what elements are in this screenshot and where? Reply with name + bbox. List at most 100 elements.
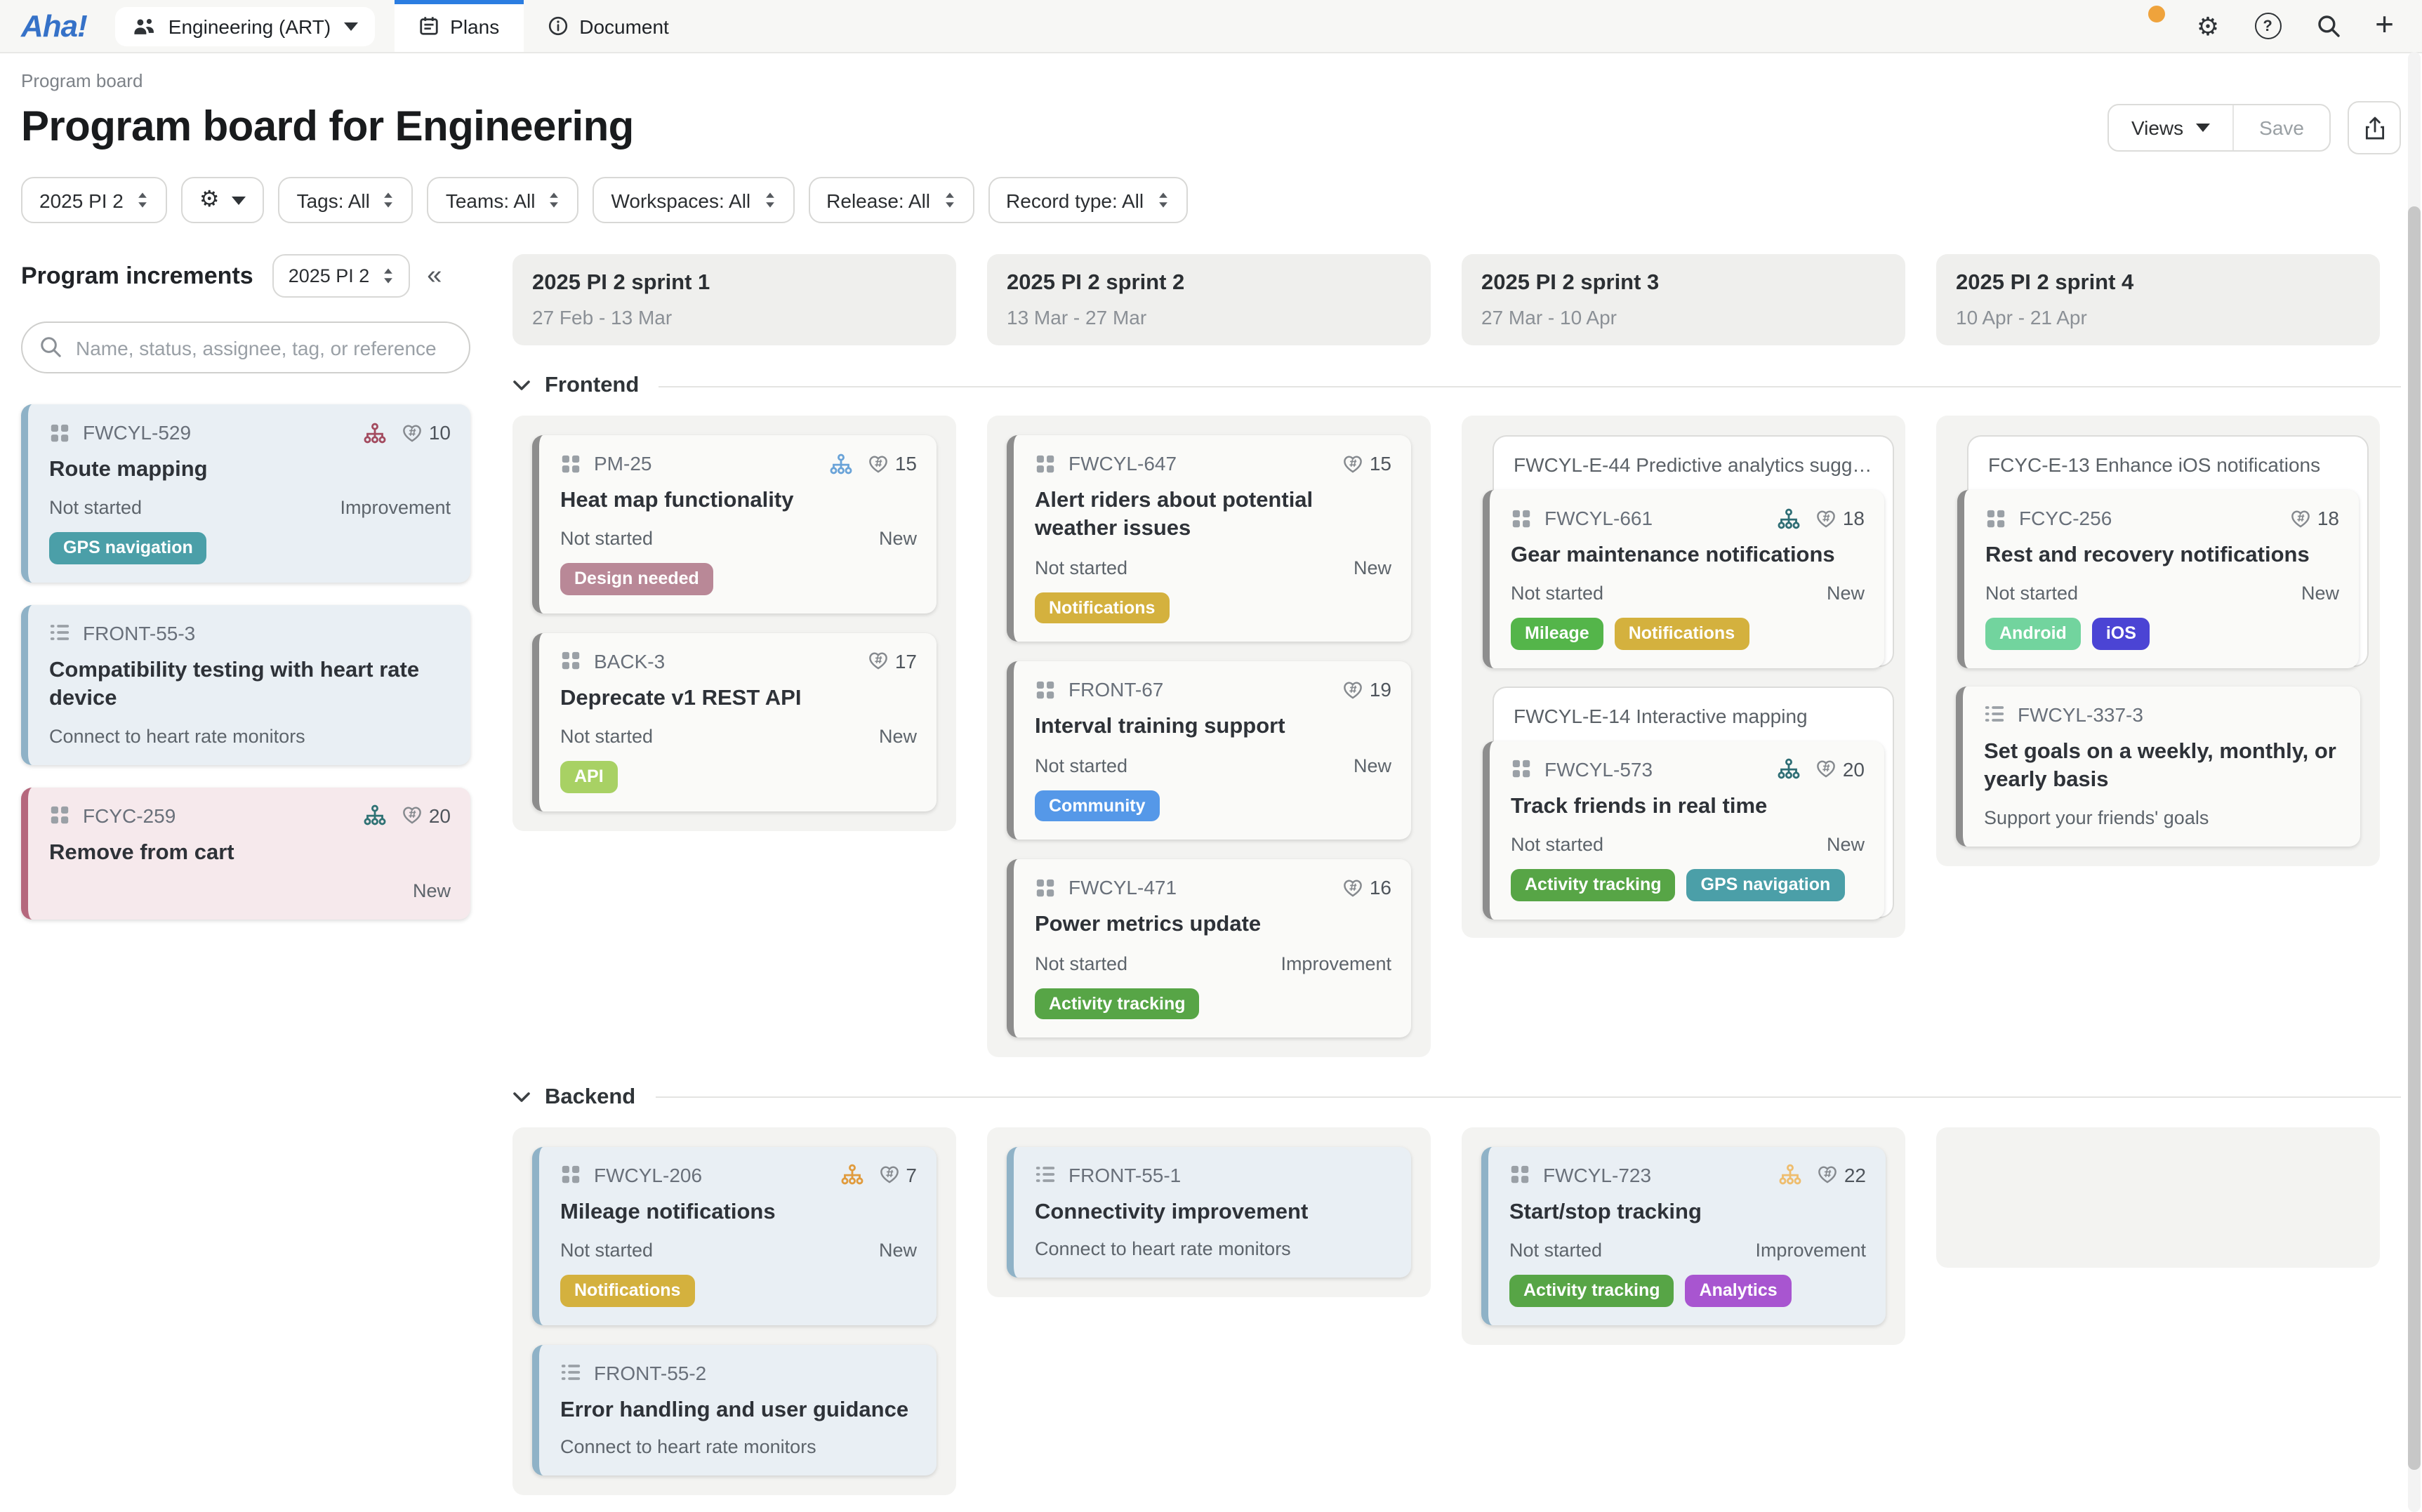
card-front-55-1[interactable]: FRONT-55-1 Connectivity improvement Connec…: [1007, 1146, 1411, 1278]
estimate-heart-icon: [868, 453, 889, 474]
plus-icon[interactable]: +: [2375, 6, 2394, 42]
card-type: Improvement: [340, 497, 451, 519]
chevron-down-icon[interactable]: [512, 380, 531, 392]
feature-grid-icon: [49, 804, 70, 825]
card-status-row: Not started New: [1035, 755, 1391, 776]
card-title: Heat map functionality: [560, 489, 794, 512]
gear-icon: ⚙: [199, 187, 220, 211]
vertical-scrollbar[interactable]: [2408, 52, 2421, 1512]
card-fwcyl-529[interactable]: FWCYL-529 10 Route mapping Not started Impro…: [21, 404, 470, 583]
updown-icon: [384, 268, 393, 284]
scrollbar-thumb[interactable]: [2408, 206, 2421, 1470]
filter-pi[interactable]: 2025 PI 2: [21, 177, 167, 223]
board-column: FRONT-55-1 Connectivity improvement Connec…: [987, 1127, 1431, 1298]
aha-logo[interactable]: Aha!: [21, 8, 88, 43]
card-header: BACK-3 17: [560, 650, 917, 672]
sidebar-header: Program increments 2025 PI 2 «: [21, 254, 470, 298]
card-status: Not started: [560, 726, 654, 748]
card-fwcyl-573[interactable]: FWCYL-573 20 Track friends in real time Not…: [1483, 741, 1884, 920]
main-content: Program increments 2025 PI 2 « FWCYL-529…: [21, 254, 2401, 1512]
card-fwcyl-471[interactable]: FWCYL-471 16 Power metrics update Not start…: [1007, 859, 1411, 1037]
card-front-55-3[interactable]: FRONT-55-3 Compatibility testing with hea…: [21, 604, 470, 765]
tab-document[interactable]: Document: [523, 0, 693, 52]
card-fwcyl-206[interactable]: FWCYL-206 7 Mileage notifications Not start…: [532, 1146, 937, 1325]
save-button[interactable]: Save: [2259, 117, 2304, 139]
sidebar-pi-select[interactable]: 2025 PI 2: [272, 254, 411, 298]
card-fwcyl-337-3[interactable]: FWCYL-337-3 Set goals on a weekly, monthl…: [1956, 686, 2360, 847]
estimate-badge: 22: [1818, 1164, 1866, 1186]
search-icon[interactable]: [2316, 14, 2340, 38]
card-header: FWCYL-647 15: [1035, 452, 1391, 475]
card-title: Error handling and user guidance: [560, 1398, 909, 1422]
tag-design-needed: Design needed: [560, 563, 713, 595]
filter-teams[interactable]: Teams: All: [427, 177, 579, 223]
card-title: Deprecate v1 REST API: [560, 686, 802, 710]
filter-settings[interactable]: ⚙: [180, 177, 265, 223]
sidebar-card-list: FWCYL-529 10 Route mapping Not started Impro…: [21, 404, 470, 920]
card-title: Route mapping: [49, 458, 208, 482]
hierarchy-icon: [1778, 759, 1801, 780]
tab-plans[interactable]: Plans: [394, 0, 524, 52]
board-column: FWCYL-723 22 Start/stop tracking Not starte…: [1462, 1127, 1905, 1345]
card-back-3[interactable]: BACK-3 17 Deprecate v1 REST API Not started…: [532, 632, 937, 811]
card-pm-25[interactable]: PM-25 15 Heat map functionality Not started…: [532, 435, 937, 614]
sprint-header-row: 2025 PI 2 sprint 1 27 Feb - 13 Mar 2025 PI…: [512, 254, 2401, 345]
epic-fcyc-e-13[interactable]: FCYC-E-13 Enhance iOS notifications FCYC-…: [1957, 435, 2369, 668]
estimate-value: 10: [428, 421, 451, 444]
filter-tags[interactable]: Tags: All: [278, 177, 413, 223]
filter-workspaces[interactable]: Workspaces: All: [593, 177, 795, 223]
lane-header-frontend: Frontend: [512, 373, 2401, 399]
lane-name: Backend: [545, 1085, 636, 1109]
lane-divider: [659, 385, 2401, 387]
card-type: Improvement: [1755, 1240, 1866, 1261]
card-title: Remove from cart: [49, 840, 234, 865]
tag-notifications: Notifications: [1614, 618, 1749, 650]
help-icon[interactable]: ?: [2254, 13, 2282, 39]
card-status-row: Not started New: [1511, 835, 1865, 856]
user-avatar[interactable]: [2125, 2, 2169, 44]
card-fwcyl-723[interactable]: FWCYL-723 22 Start/stop tracking Not starte…: [1481, 1146, 1886, 1325]
epic-fwcyl-e-44[interactable]: FWCYL-E-44 Predictive analytics suggesti…: [1483, 435, 1894, 668]
card-header-icons: 15: [1343, 452, 1391, 475]
card-header: FCYC-256 18: [1985, 507, 2339, 529]
gear-icon[interactable]: ⚙: [2196, 12, 2220, 40]
caret-down-icon: [2196, 124, 2211, 132]
card-front-55-2[interactable]: FRONT-55-2 Error handling and user guidan…: [532, 1344, 937, 1476]
chevron-down-icon[interactable]: [512, 1092, 531, 1103]
title-row: Program board for Engineering Views Save: [21, 101, 2401, 154]
filter-record-type[interactable]: Record type: All: [988, 177, 1188, 223]
card-fwcyl-647[interactable]: FWCYL-647 15 Alert riders about potential …: [1007, 435, 1411, 642]
share-button[interactable]: [2348, 101, 2401, 154]
card-front-67[interactable]: FRONT-67 19 Interval training support Not s…: [1007, 661, 1411, 840]
card-fcyc-259[interactable]: FCYC-259 20 Remove from cart New: [21, 787, 470, 920]
tag-community: Community: [1035, 790, 1160, 822]
epic-fwcyl-e-14[interactable]: FWCYL-E-14 Interactive mapping FWCYL-573 2…: [1483, 686, 1894, 920]
views-button[interactable]: Views: [2109, 105, 2235, 150]
tag-gps-navigation: GPS navigation: [49, 532, 207, 564]
card-type: New: [2301, 583, 2339, 604]
page-title: Program board for Engineering: [21, 104, 634, 150]
collapse-sidebar-icon[interactable]: «: [427, 261, 442, 291]
estimate-badge: 19: [1343, 679, 1391, 701]
card-reference: FWCYL-573: [1544, 757, 1653, 781]
card-header-icons: 20: [1778, 758, 1865, 781]
card-header-icons: 22: [1780, 1164, 1866, 1186]
tag-notifications: Notifications: [1035, 592, 1170, 624]
filter-release[interactable]: Release: All: [808, 177, 974, 223]
estimate-heart-icon: [1343, 453, 1364, 474]
card-reference: FCYC-256: [2019, 507, 2112, 529]
card-status: Not started: [1509, 1240, 1603, 1261]
estimate-heart-icon: [1816, 508, 1837, 529]
workspace-selector[interactable]: Engineering (ART): [114, 6, 375, 46]
sprint-dates: 13 Mar - 27 Mar: [1007, 306, 1147, 329]
sidebar-search-input[interactable]: [21, 321, 470, 373]
card-fcyc-256[interactable]: FCYC-256 18 Rest and recovery notification…: [1957, 490, 2359, 668]
card-status-row: Not started New: [560, 727, 917, 748]
card-status: Not started: [49, 497, 143, 519]
updown-icon: [136, 191, 149, 209]
card-fwcyl-661[interactable]: FWCYL-661 18 Gear maintenance notification…: [1483, 490, 1884, 668]
tab-document-label: Document: [579, 15, 669, 37]
card-header: FWCYL-471 16: [1035, 876, 1391, 898]
lane-name: Frontend: [545, 373, 640, 397]
card-header-icons: 20: [364, 804, 451, 826]
